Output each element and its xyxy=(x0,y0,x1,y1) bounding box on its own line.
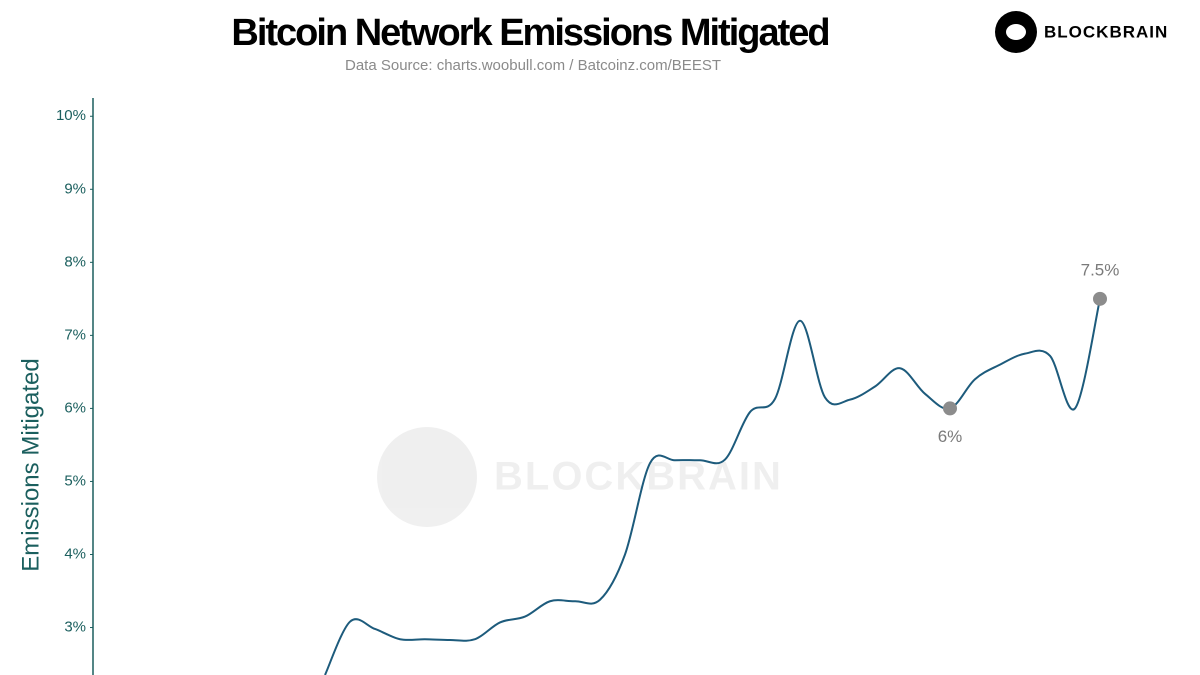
y-tick-label: 3% xyxy=(64,618,86,635)
data-label: 7.5% xyxy=(1081,260,1120,279)
y-tick-label: 8% xyxy=(64,253,86,270)
data-point xyxy=(943,401,957,416)
logo-text: BLOCKBRAIN xyxy=(1044,22,1168,41)
y-tick-label: 5% xyxy=(64,472,86,489)
y-tick-label: 7% xyxy=(64,326,86,343)
y-tick-label: 6% xyxy=(64,399,86,416)
data-point xyxy=(1093,291,1107,306)
watermark: BLOCKBRAIN xyxy=(377,427,783,527)
y-axis-label: Emissions Mitigated xyxy=(17,358,44,571)
chart-subtitle: Data Source: charts.woobull.com / Batcoi… xyxy=(345,57,721,74)
watermark-circle xyxy=(377,427,477,527)
data-line xyxy=(324,298,1101,675)
chart-title: Bitcoin Network Emissions Mitigated xyxy=(231,12,828,54)
y-tick-label: 10% xyxy=(56,107,86,124)
logo-brain xyxy=(1006,24,1026,40)
y-tick-label: 9% xyxy=(64,180,86,197)
y-tick-label: 4% xyxy=(64,545,86,562)
watermark-text: BLOCKBRAIN xyxy=(494,455,783,499)
data-label: 6% xyxy=(938,427,963,446)
